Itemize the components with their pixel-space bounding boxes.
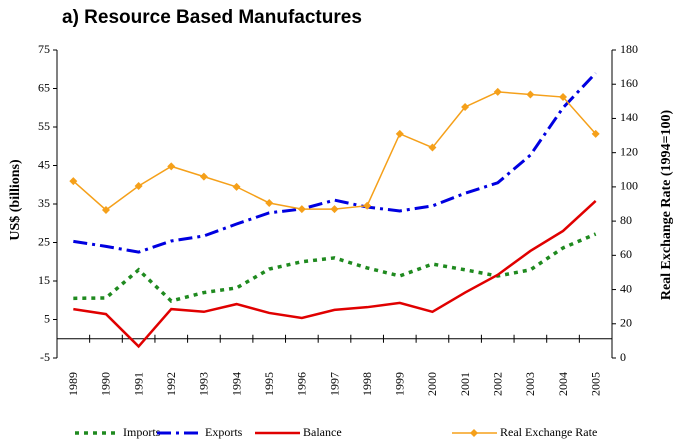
marker (297, 205, 306, 214)
x-tick-label: 1999 (393, 372, 407, 396)
marker (395, 129, 404, 138)
y2-tick-label: 20 (620, 316, 632, 330)
y2-tick-label: 80 (620, 213, 632, 227)
legend-marker (470, 429, 478, 437)
y2-tick-label: 120 (620, 144, 638, 158)
y2-axis-title: Real Exchange Rate (1994=100) (659, 109, 674, 300)
y2-tick-label: 40 (620, 281, 632, 295)
marker (69, 177, 78, 186)
marker (199, 172, 208, 181)
series-line (73, 200, 597, 349)
y2-tick-label: 60 (620, 247, 632, 261)
x-tick-label: 1993 (197, 372, 211, 396)
marker (101, 205, 110, 214)
marker (591, 129, 600, 138)
y2-tick-label: 140 (620, 110, 638, 124)
y-tick-label: 55 (38, 119, 50, 133)
y2-tick-label: 100 (620, 179, 638, 193)
x-tick-label: 2002 (490, 372, 504, 396)
legend-label: Exports (205, 425, 243, 439)
marker (428, 143, 437, 152)
x-tick-label: 2001 (458, 372, 472, 396)
marker (493, 87, 502, 96)
chart-title: a) Resource Based Manufactures (62, 7, 362, 28)
series-line (73, 232, 597, 303)
marker (232, 182, 241, 191)
y-tick-label: 25 (38, 234, 50, 248)
x-tick-label: 1991 (131, 372, 145, 396)
marker (363, 201, 372, 210)
x-tick-label: 2003 (523, 372, 537, 396)
y-tick-label: 5 (44, 311, 50, 325)
y-tick-label: 75 (38, 42, 50, 56)
x-tick-label: 1998 (360, 372, 374, 396)
x-tick-label: 1995 (262, 372, 276, 396)
x-tick-label: 1990 (99, 372, 113, 396)
marker (559, 93, 568, 102)
series-line (73, 72, 597, 254)
marker (265, 198, 274, 207)
y2-tick-label: 0 (620, 350, 626, 364)
y-axis-title: US$ (billions) (8, 159, 23, 241)
x-tick-label: 1992 (164, 372, 178, 396)
legend-label: Imports (123, 425, 161, 439)
marker (330, 205, 339, 214)
x-tick-label: 2005 (588, 372, 602, 396)
x-tick-label: 1989 (66, 372, 80, 396)
y-tick-label: 15 (38, 273, 50, 287)
y-tick-label: 65 (38, 80, 50, 94)
x-tick-label: 1996 (295, 372, 309, 396)
series-line (72, 91, 597, 211)
y2-tick-label: 160 (620, 76, 638, 90)
x-tick-label: 2004 (556, 372, 570, 396)
legend-label: Balance (303, 425, 342, 439)
x-tick-label: 1997 (327, 372, 341, 396)
y-tick-label: -5 (40, 350, 50, 364)
legend-label: Real Exchange Rate (500, 425, 597, 439)
marker (167, 162, 176, 171)
y2-tick-label: 180 (620, 42, 638, 56)
marker (134, 182, 143, 191)
y-tick-label: 35 (38, 196, 50, 210)
y-tick-label: 45 (38, 157, 50, 171)
marker (526, 90, 535, 99)
x-tick-label: 1994 (229, 372, 243, 396)
x-tick-label: 2000 (425, 372, 439, 396)
marker (461, 102, 470, 111)
